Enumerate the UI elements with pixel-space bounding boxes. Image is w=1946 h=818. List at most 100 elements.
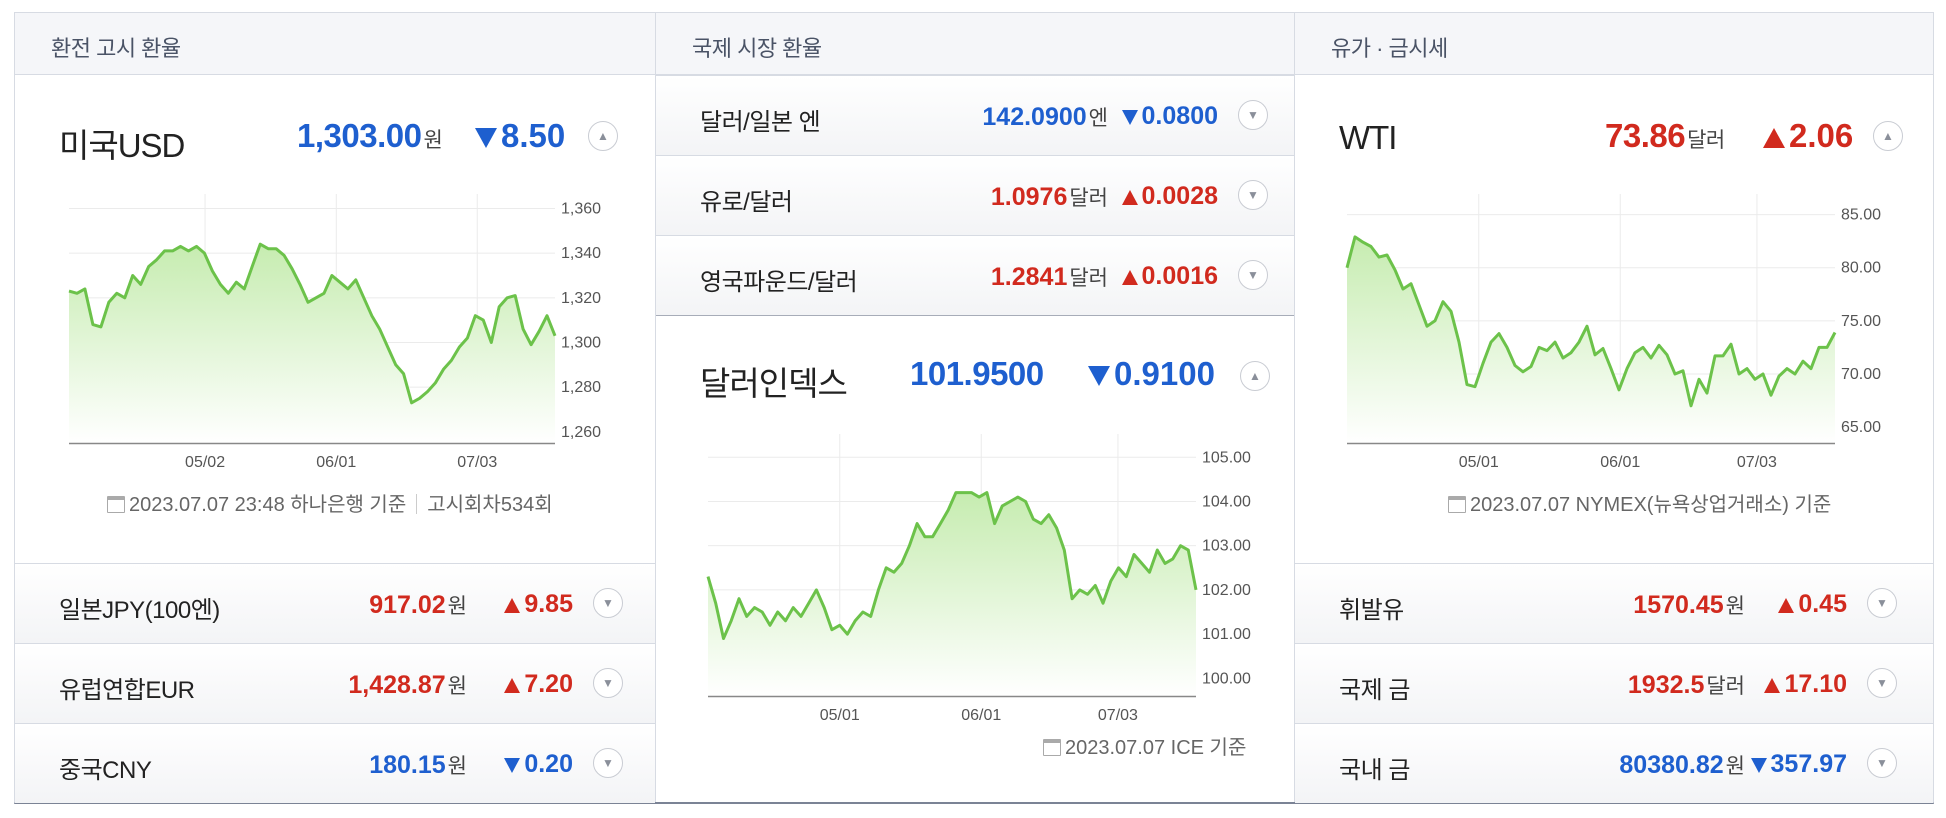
row-name: 국내 금 xyxy=(1339,757,1410,784)
chevron-up-icon[interactable]: ▲ xyxy=(588,121,618,151)
dxy-price: 101.9500 xyxy=(910,355,1044,392)
y-tick-label: 100.00 xyxy=(1202,670,1251,687)
rate-row[interactable]: 국제 금 1932.5달러 17.10 ▼ xyxy=(1295,643,1933,723)
up-arrow-icon xyxy=(504,677,521,693)
rate-row[interactable]: 일본JPY(100엔) 917.02원 9.85 ▼ xyxy=(15,563,655,643)
chevron-down-icon[interactable]: ▼ xyxy=(1238,260,1268,290)
rate-row[interactable]: 휘발유 1570.45원 0.45 ▼ xyxy=(1295,563,1933,643)
y-tick-label: 85.00 xyxy=(1841,207,1881,224)
wti-name: WTI xyxy=(1339,119,1397,156)
chevron-down-icon[interactable]: ▼ xyxy=(1867,588,1897,618)
row-name: 휘발유 xyxy=(1339,597,1404,624)
y-tick-label: 104.00 xyxy=(1202,493,1251,510)
rate-row[interactable]: 국내 금 80380.82원 357.97 ▼ xyxy=(1295,723,1933,803)
dxy-name: 달러인덱스 xyxy=(700,365,848,402)
row-name: 영국파운드/달러 xyxy=(700,269,858,296)
row-price: 917.02원 xyxy=(369,591,467,619)
row-name: 일본JPY(100엔) xyxy=(59,597,220,624)
chevron-up-icon[interactable]: ▲ xyxy=(1873,121,1903,151)
row-price: 80380.82원 xyxy=(1619,751,1745,779)
chevron-down-icon[interactable]: ▼ xyxy=(1238,180,1268,210)
dxy-change: 0.9100 xyxy=(1088,355,1215,393)
row-change: 0.45 xyxy=(1778,590,1847,619)
chevron-down-icon[interactable]: ▼ xyxy=(593,588,623,618)
usd-price: 1,303.00원 xyxy=(297,117,443,154)
row-name: 유로/달러 xyxy=(700,189,793,216)
x-tick-label: 07/03 xyxy=(457,454,497,471)
chevron-down-icon[interactable]: ▼ xyxy=(593,748,623,778)
row-change: 7.20 xyxy=(504,670,573,699)
y-tick-label: 1,320 xyxy=(561,290,601,307)
row-name: 국제 금 xyxy=(1339,677,1410,704)
usd-chart: 1,260 1,280 1,300 1,320 1,340 1,360 05/02 06/01… xyxy=(68,194,601,471)
down-arrow-icon xyxy=(1750,757,1767,773)
section-title-intl: 국제 시장 환율 xyxy=(656,13,1294,75)
rate-row[interactable]: 중국CNY 180.15원 0.20 ▼ xyxy=(15,723,655,803)
row-change: 0.20 xyxy=(504,750,573,779)
rate-row[interactable]: 유럽연합EUR 1,428.87원 7.20 ▼ xyxy=(15,643,655,723)
rate-row[interactable]: 유로/달러 1.0976달러 0.0028 ▼ xyxy=(656,155,1294,235)
row-change: 0.0016 xyxy=(1121,262,1218,291)
calendar-icon xyxy=(1043,739,1061,756)
row-change: 0.0800 xyxy=(1121,102,1218,131)
row-name: 중국CNY xyxy=(59,757,152,784)
x-tick-label: 05/02 xyxy=(185,454,225,471)
wti-price: 73.86달러 xyxy=(1605,117,1725,154)
chevron-up-icon[interactable]: ▲ xyxy=(1240,361,1270,391)
section-title-oil: 유가 · 금시세 xyxy=(1295,13,1933,75)
up-arrow-icon xyxy=(1763,128,1785,149)
series-line xyxy=(706,491,1198,640)
intl-market-panel: 국제 시장 환율 달러/일본 엔 142.0900엔 0.0800 ▼ 유로/달러 1.0… xyxy=(656,13,1295,802)
x-tick-label: 07/03 xyxy=(1737,454,1777,471)
row-name: 유럽연합EUR xyxy=(59,677,195,704)
area-fill xyxy=(1347,236,1835,443)
usd-name: 미국USD xyxy=(59,127,185,164)
y-tick-label: 1,260 xyxy=(561,424,601,441)
row-name: 달러/일본 엔 xyxy=(700,109,821,136)
row-price: 1.0976달러 xyxy=(990,183,1108,211)
y-tick-label: 75.00 xyxy=(1841,313,1881,330)
y-tick-label: 1,300 xyxy=(561,334,601,351)
series-line xyxy=(1345,235,1837,408)
row-change: 17.10 xyxy=(1764,670,1847,699)
y-tick-label: 1,280 xyxy=(561,379,601,396)
rate-row[interactable]: 영국파운드/달러 1.2841달러 0.0016 ▼ xyxy=(656,235,1294,315)
y-tick-label: 105.00 xyxy=(1202,449,1251,466)
row-price: 180.15원 xyxy=(369,751,467,779)
y-tick-label: 1,360 xyxy=(561,200,601,217)
oil-gold-panel: 유가 · 금시세 WTI 73.86달러 2.06 ▲ 65.00 70.00 75… xyxy=(1295,13,1933,803)
y-tick-label: 1,340 xyxy=(561,245,601,262)
section-title-exchange: 환전 고시 환율 xyxy=(15,13,655,75)
up-arrow-icon xyxy=(1778,597,1795,613)
x-tick-label: 05/01 xyxy=(1459,454,1499,471)
rate-row[interactable]: 달러/일본 엔 142.0900엔 0.0800 ▼ xyxy=(656,75,1294,155)
chevron-down-icon[interactable]: ▼ xyxy=(593,668,623,698)
chevron-down-icon[interactable]: ▼ xyxy=(1238,100,1268,130)
wti-basis: 2023.07.07 NYMEX(뉴욕상업거래소) 기준 xyxy=(1448,488,1831,517)
up-arrow-icon xyxy=(1121,189,1138,205)
chevron-down-icon[interactable]: ▼ xyxy=(1867,748,1897,778)
exchange-rate-panel: 환전 고시 환율 미국USD 1,303.00원 8.50 ▲ 1,260 1,2… xyxy=(15,13,656,803)
row-price: 1570.45원 xyxy=(1633,591,1745,619)
y-tick-label: 65.00 xyxy=(1841,419,1881,436)
area-fill xyxy=(708,492,1196,696)
up-arrow-icon xyxy=(1764,677,1781,693)
calendar-icon xyxy=(107,496,125,513)
dxy-chart: 100.00 101.00 102.00 103.00 104.00 105.00 05/0… xyxy=(706,434,1251,724)
x-tick-label: 05/01 xyxy=(820,707,860,724)
x-tick-label: 06/01 xyxy=(316,454,356,471)
chevron-down-icon[interactable]: ▼ xyxy=(1867,668,1897,698)
down-arrow-icon xyxy=(475,128,497,149)
x-tick-label: 07/03 xyxy=(1098,707,1138,724)
down-arrow-icon xyxy=(1121,109,1138,125)
y-tick-label: 101.00 xyxy=(1202,626,1251,643)
y-tick-label: 103.00 xyxy=(1202,538,1251,555)
row-price: 1932.5달러 xyxy=(1627,671,1745,699)
wti-change: 2.06 xyxy=(1763,117,1853,155)
y-tick-label: 70.00 xyxy=(1841,366,1881,383)
row-change: 0.0028 xyxy=(1121,182,1218,211)
down-arrow-icon xyxy=(504,757,521,773)
series-line xyxy=(68,242,557,405)
calendar-icon xyxy=(1448,496,1466,513)
row-change: 357.97 xyxy=(1750,750,1847,779)
